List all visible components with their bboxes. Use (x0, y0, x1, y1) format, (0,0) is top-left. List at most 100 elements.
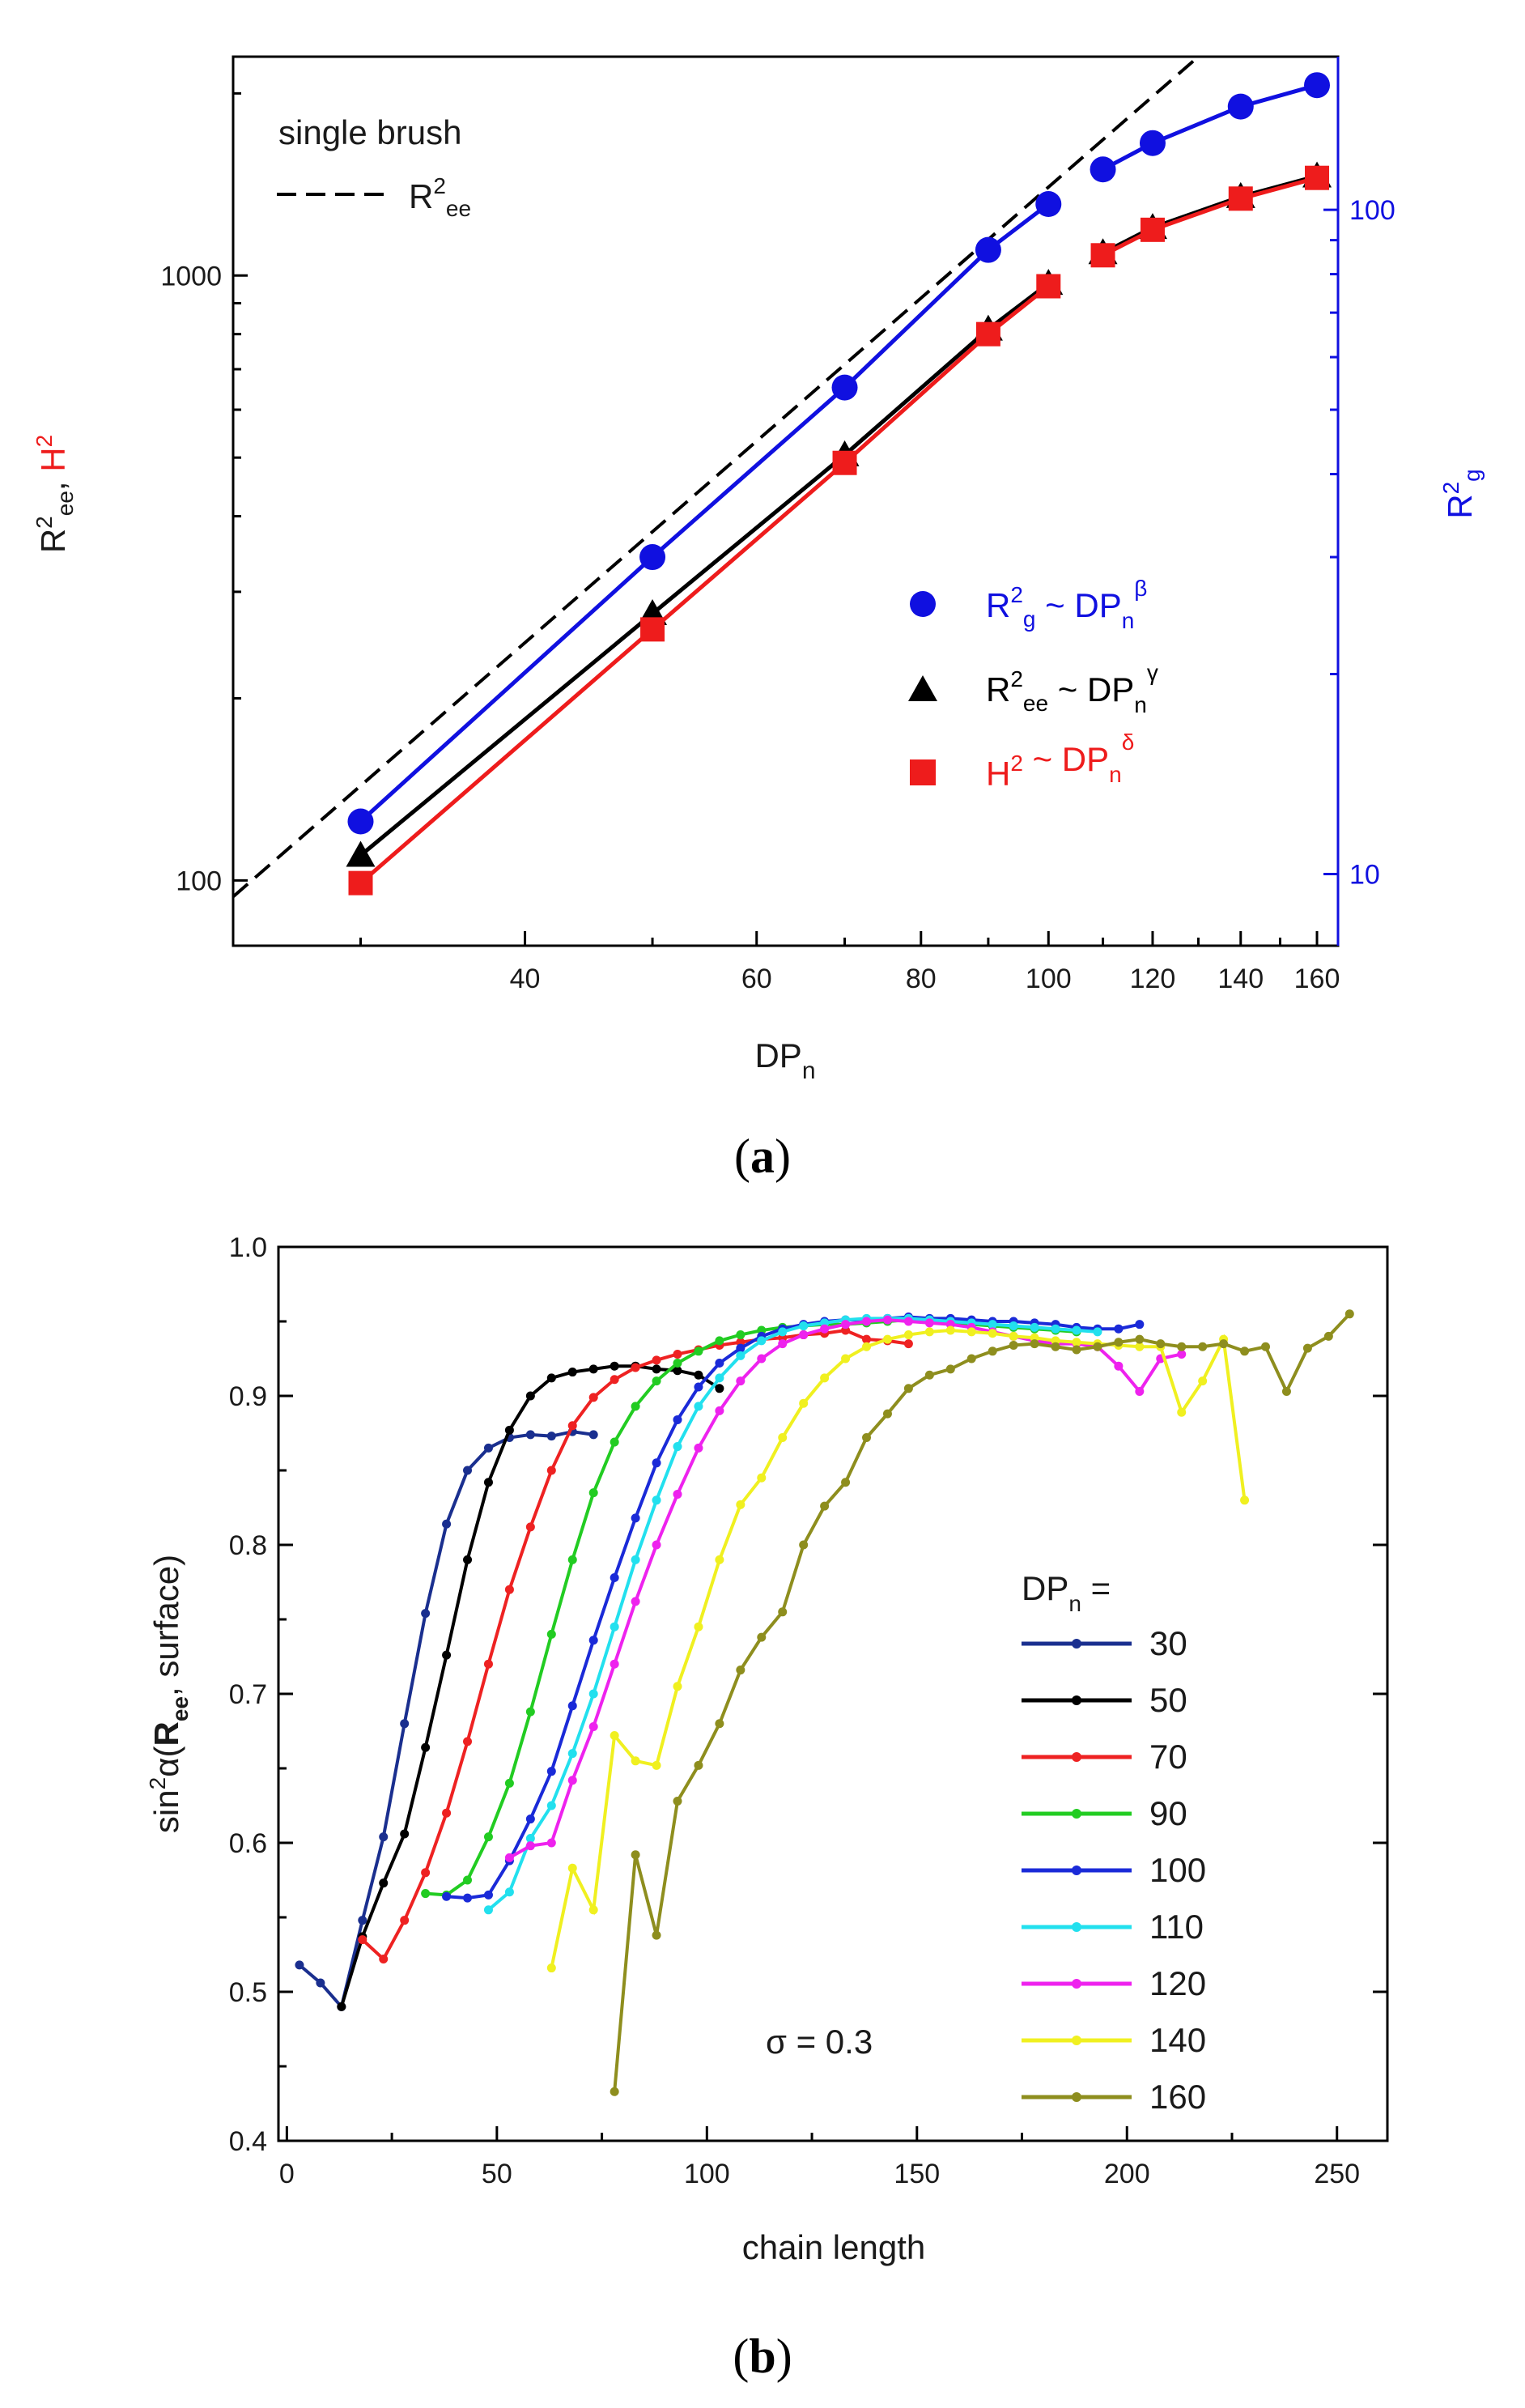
data-point-dp-160 (1177, 1342, 1187, 1351)
data-point-dp-120 (652, 1540, 661, 1550)
legend-label-dp-50: 50 (1149, 1681, 1187, 1719)
data-point-dp-140 (1177, 1407, 1187, 1417)
data-point-dp-120 (631, 1597, 640, 1606)
data-point-dp-140 (694, 1622, 703, 1632)
data-point-dp-70 (567, 1421, 577, 1431)
data-point-dp-120 (820, 1324, 830, 1334)
data-point-dp-70 (421, 1868, 431, 1878)
data-point-dp-70 (358, 1935, 367, 1945)
data-point-dp-70 (546, 1466, 556, 1475)
data-point-dp-160 (652, 1930, 661, 1940)
series-line-dp-110 (487, 1317, 1098, 1912)
data-point-dp-30 (379, 1832, 389, 1842)
data-point-h2-100 (1036, 274, 1061, 299)
data-point-dp-160 (966, 1354, 976, 1364)
data-point-dp-120 (1135, 1386, 1145, 1396)
data-point-dp-110 (546, 1801, 556, 1810)
data-point-dp-120 (757, 1354, 767, 1364)
legend-label-dp-30: 30 (1149, 1624, 1187, 1662)
data-point-dp-140 (945, 1325, 955, 1335)
data-point-dp-120 (778, 1339, 788, 1349)
data-point-dp-140 (988, 1329, 997, 1338)
reference-line-single-brush (232, 55, 1200, 898)
data-point-dp-140 (757, 1473, 767, 1483)
data-point-dp-50 (610, 1361, 619, 1371)
data-point-dp-50 (504, 1425, 514, 1435)
data-point-dp-160 (1072, 1345, 1081, 1355)
data-point-dp-50 (463, 1555, 473, 1564)
data-point-dp-110 (504, 1887, 514, 1897)
data-point-dp-140 (1009, 1331, 1018, 1341)
data-point-dp-140 (1198, 1376, 1208, 1386)
data-point-rg-100 (1035, 191, 1062, 218)
data-point-dp-160 (882, 1409, 892, 1419)
panel-a-xlabel: DPn (754, 1036, 815, 1084)
data-point-dp-140 (966, 1327, 976, 1337)
data-point-dp-140 (799, 1398, 809, 1408)
panel-b-legend: DPn = 30 50 70 90 100 110 120 140 160 (1022, 1569, 1206, 2116)
data-point-dp-100 (525, 1815, 535, 1824)
panel-b: 0 50 100 150 200 250 0.4 0.5 0.6 0.7 0.8 0.9 1.0 sin… (145, 1232, 1389, 2383)
data-point-dp-30 (463, 1466, 473, 1475)
data-point-dp-120 (610, 1659, 619, 1669)
data-point-dp-30 (358, 1916, 367, 1925)
legend-marker-dp-110 (1072, 1922, 1081, 1932)
data-point-dp-90 (610, 1437, 619, 1447)
data-point-dp-120 (715, 1406, 724, 1415)
data-point-dp-110 (567, 1749, 577, 1759)
y-tick-label-1: 1.0 (229, 1232, 267, 1263)
y-tick-label-0.7: 0.7 (229, 1679, 267, 1710)
series-line-dp-30 (298, 1430, 594, 2010)
data-point-dp-160 (1198, 1342, 1208, 1351)
data-point-dp-160 (631, 1850, 640, 1860)
data-point-dp-50 (673, 1366, 682, 1376)
data-point-dp-160 (988, 1347, 997, 1356)
data-point-dp-50 (421, 1742, 431, 1752)
data-point-dp-50 (442, 1650, 452, 1660)
y-tick-label-0.9: 0.9 (229, 1381, 267, 1412)
y-left-tick-label-100: 100 (176, 866, 222, 896)
data-point-dp-120 (1177, 1349, 1187, 1359)
legend-label-dp-120: 120 (1149, 1964, 1206, 2002)
data-point-h2-160 (1305, 165, 1330, 190)
data-point-dp-110 (694, 1402, 703, 1411)
data-point-ree-30 (346, 840, 376, 867)
data-point-dp-160 (1009, 1340, 1018, 1350)
data-point-dp-90 (483, 1832, 493, 1842)
legend-entry-rg: R2g ~ DPnβ (986, 576, 1147, 633)
legend-title: DPn = (1022, 1569, 1111, 1616)
data-point-dp-160 (778, 1607, 788, 1617)
data-point-dp-120 (882, 1315, 892, 1325)
data-point-dp-110 (1051, 1324, 1060, 1334)
data-point-dp-140 (546, 1963, 556, 1973)
data-point-dp-30 (525, 1430, 535, 1440)
data-point-dp-100 (610, 1572, 619, 1582)
legend-marker-dp-100 (1072, 1866, 1081, 1875)
data-point-dp-30 (421, 1609, 431, 1619)
panel-b-frame (277, 1245, 1389, 2142)
data-point-dp-70 (588, 1393, 598, 1402)
data-point-dp-70 (610, 1375, 619, 1385)
data-point-dp-120 (567, 1776, 577, 1785)
data-point-dp-70 (504, 1585, 514, 1594)
data-point-dp-90 (463, 1875, 473, 1885)
data-point-dp-120 (1114, 1361, 1124, 1371)
data-point-rg-140 (1227, 93, 1254, 120)
panel-a-plot-area (232, 55, 1332, 898)
data-point-dp-160 (1323, 1331, 1333, 1341)
legend-entry-ree: R2ee ~ DPnγ (986, 660, 1158, 717)
data-point-dp-160 (1156, 1339, 1166, 1349)
legend-marker-dp-50 (1072, 1695, 1081, 1705)
data-point-dp-140 (862, 1342, 872, 1351)
panel-a-caption: (a) (734, 1130, 791, 1183)
data-point-dp-140 (1135, 1342, 1145, 1351)
data-point-dp-30 (400, 1719, 410, 1729)
legend-items: 30 50 70 90 100 110 120 140 160 (1022, 1624, 1206, 2116)
data-point-dp-50 (525, 1391, 535, 1401)
data-point-dp-120 (673, 1489, 682, 1499)
data-point-dp-120 (546, 1838, 556, 1848)
data-point-dp-160 (903, 1384, 913, 1393)
data-point-dp-160 (1051, 1342, 1060, 1351)
data-point-dp-90 (652, 1376, 661, 1386)
